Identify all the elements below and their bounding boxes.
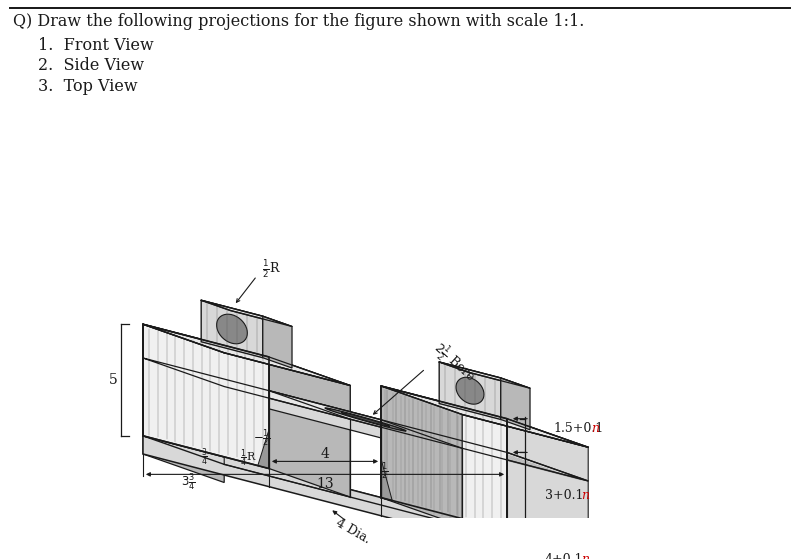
Polygon shape	[439, 362, 530, 389]
Text: n: n	[581, 490, 589, 503]
Text: n: n	[581, 553, 589, 559]
Polygon shape	[381, 386, 507, 530]
Polygon shape	[224, 353, 350, 497]
Polygon shape	[501, 378, 530, 430]
Text: $\frac{3}{4}$: $\frac{3}{4}$	[201, 447, 208, 468]
Polygon shape	[381, 386, 588, 447]
Text: 13: 13	[316, 477, 334, 491]
Text: 3+0.1: 3+0.1	[545, 490, 583, 503]
Text: $2\frac{1}{2}$ Bore: $2\frac{1}{2}$ Bore	[428, 338, 480, 388]
Text: 1.5+0.1: 1.5+0.1	[553, 421, 603, 435]
Polygon shape	[217, 314, 247, 344]
Text: $\frac{1}{2}$R: $\frac{1}{2}$R	[262, 258, 281, 280]
Polygon shape	[325, 408, 406, 431]
Polygon shape	[381, 386, 462, 526]
Text: 4 Dia.: 4 Dia.	[334, 516, 373, 546]
Text: 5: 5	[109, 373, 118, 387]
Polygon shape	[201, 300, 292, 326]
Polygon shape	[143, 436, 224, 482]
Text: n: n	[591, 421, 599, 435]
Text: 2.  Side View: 2. Side View	[38, 58, 144, 74]
Polygon shape	[462, 415, 588, 559]
Polygon shape	[143, 436, 588, 559]
Polygon shape	[201, 300, 262, 358]
Text: 1.  Front View: 1. Front View	[38, 37, 154, 54]
Polygon shape	[258, 430, 269, 468]
Polygon shape	[439, 362, 501, 419]
Polygon shape	[143, 358, 588, 481]
Text: $-\frac{1}{2}$: $-\frac{1}{2}$	[253, 428, 270, 449]
Polygon shape	[143, 324, 269, 468]
Polygon shape	[143, 358, 507, 471]
Polygon shape	[456, 377, 484, 404]
Text: $3\frac{3}{4}$: $3\frac{3}{4}$	[181, 471, 196, 493]
Polygon shape	[342, 413, 390, 427]
Text: $\frac{1}{4}$R: $\frac{1}{4}$R	[240, 447, 257, 468]
Text: 4: 4	[321, 447, 330, 461]
Polygon shape	[269, 357, 350, 497]
Polygon shape	[381, 458, 392, 500]
Text: Q) Draw the following projections for the figure shown with scale 1:1.: Q) Draw the following projections for th…	[13, 13, 584, 30]
Polygon shape	[262, 316, 292, 368]
Polygon shape	[143, 436, 507, 548]
Text: 4+0.1: 4+0.1	[545, 553, 583, 559]
Polygon shape	[143, 324, 350, 386]
Text: 3.  Top View: 3. Top View	[38, 78, 138, 95]
Text: $\frac{1}{2}$: $\frac{1}{2}$	[381, 461, 388, 482]
